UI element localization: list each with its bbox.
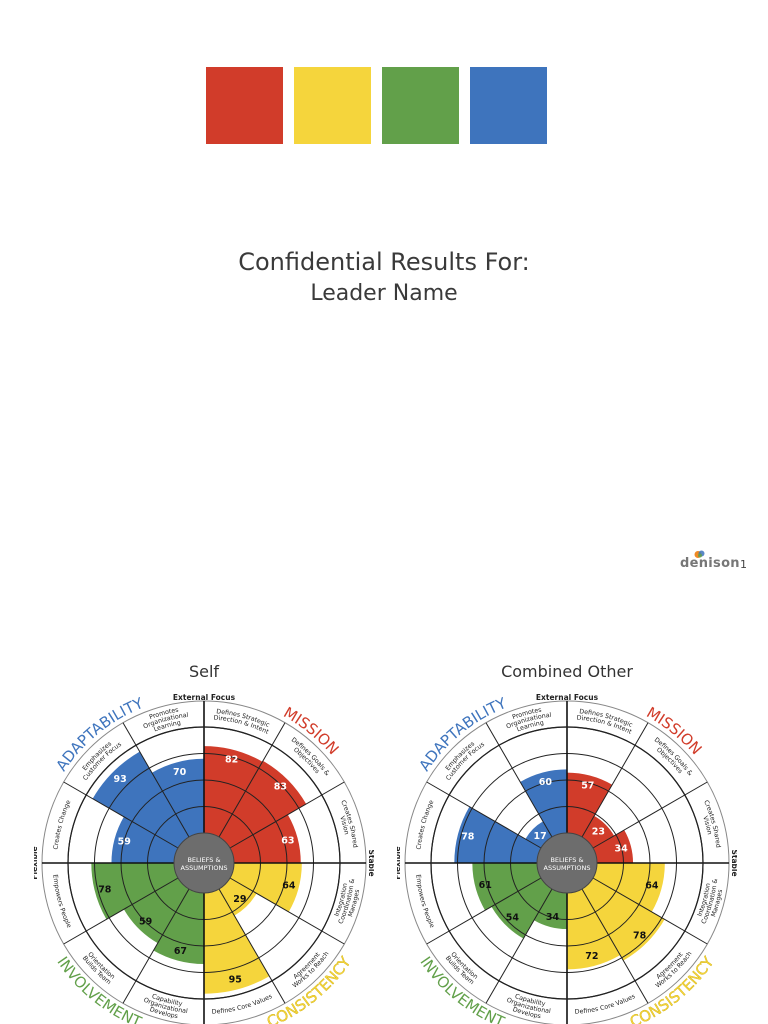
value-label: 57 [581,780,594,791]
value-wedge [204,888,270,994]
value-wedge [204,746,263,838]
value-wedge [229,814,301,863]
value-wedge [582,878,665,961]
blue-swatch [470,67,547,144]
combined-other-circumplex-chart: Combined Other External Focus Flexible Stab… [397,662,737,1024]
value-label: 61 [479,880,492,891]
value-label: 34 [546,912,560,923]
spoke-line [63,781,179,849]
value-label: 29 [233,894,246,905]
value-label: 64 [645,881,659,892]
chart-outline [430,726,704,1000]
value-label: 72 [585,951,598,962]
value-label: 78 [98,885,112,896]
value-wedge [472,863,542,911]
value-wedge [567,772,613,838]
value-label: 67 [174,946,187,957]
index-label: Vision [701,815,713,835]
value-wedge [229,863,302,912]
spoke-line [581,888,649,1004]
self-circumplex-chart: Self External Focus Flexible Stable BELIEFS … [34,662,374,1024]
external-focus-label: External Focus [536,693,599,702]
value-label: 59 [139,916,152,927]
value-wedge [91,863,179,920]
spoke-line [229,781,345,849]
value-wedge [567,888,621,970]
confidential-results-title: Confidential Results For: [238,248,530,276]
spoke-line [122,722,190,838]
yellow-swatch [294,67,371,144]
green-swatch [382,67,459,144]
flexible-label: Flexible [34,846,39,879]
value-label: 64 [282,881,296,892]
core-label-line1: BELIEFS & [187,856,220,864]
chart-title: Combined Other [501,662,633,681]
page-number: 1 [740,558,747,571]
spoke-line [592,781,708,849]
red-swatch [206,67,283,144]
stable-label: Stable [730,849,737,876]
value-label: 63 [281,836,294,847]
denison-logo-mark-icon [694,550,705,558]
value-label: 82 [225,755,238,766]
spoke-line [426,781,542,849]
stable-label: Stable [367,849,374,876]
spoke-line [218,722,286,838]
denison-logo: denison [680,550,750,572]
value-label: 17 [533,831,546,842]
value-wedge [491,878,552,939]
value-wedge [520,769,567,838]
beliefs-assumptions-core [536,832,598,894]
value-label: 54 [506,913,520,924]
value-label: 95 [229,975,242,986]
chart-title: Self [189,662,219,681]
chart-outline [67,726,341,1000]
spoke-line [581,722,649,838]
value-wedge [525,821,552,848]
value-label: 78 [633,931,647,942]
value-label: 83 [274,782,287,793]
value-label: 23 [592,827,605,838]
value-label: 93 [114,774,127,785]
value-label: 59 [118,837,131,848]
value-wedge [454,806,542,863]
value-wedge [592,863,665,912]
core-label-line2: ASSUMPTIONS [181,864,228,872]
value-wedge [123,878,189,944]
value-label: 70 [173,767,187,778]
spoke-line [426,877,542,945]
flexible-label: Flexible [397,846,402,879]
value-wedge [92,751,189,848]
spoke-line [485,722,553,838]
spoke-line [229,877,345,945]
spoke-line [63,877,179,945]
value-wedge [151,758,204,838]
leader-name: Leader Name [310,281,458,306]
spoke-line [122,888,190,1004]
denison-logo-text: denison [680,556,740,571]
core-label-line1: BELIEFS & [550,856,583,864]
value-label: 34 [615,843,629,854]
value-wedge [219,878,257,916]
spoke-line [592,877,708,945]
index-label: Vision [338,815,350,835]
spoke-line [218,888,286,1004]
external-focus-label: External Focus [173,693,236,702]
value-label: 60 [539,777,553,788]
core-label-line2: ASSUMPTIONS [544,864,591,872]
value-label: 78 [461,831,475,842]
spoke-line [485,888,553,1004]
beliefs-assumptions-core [173,832,235,894]
